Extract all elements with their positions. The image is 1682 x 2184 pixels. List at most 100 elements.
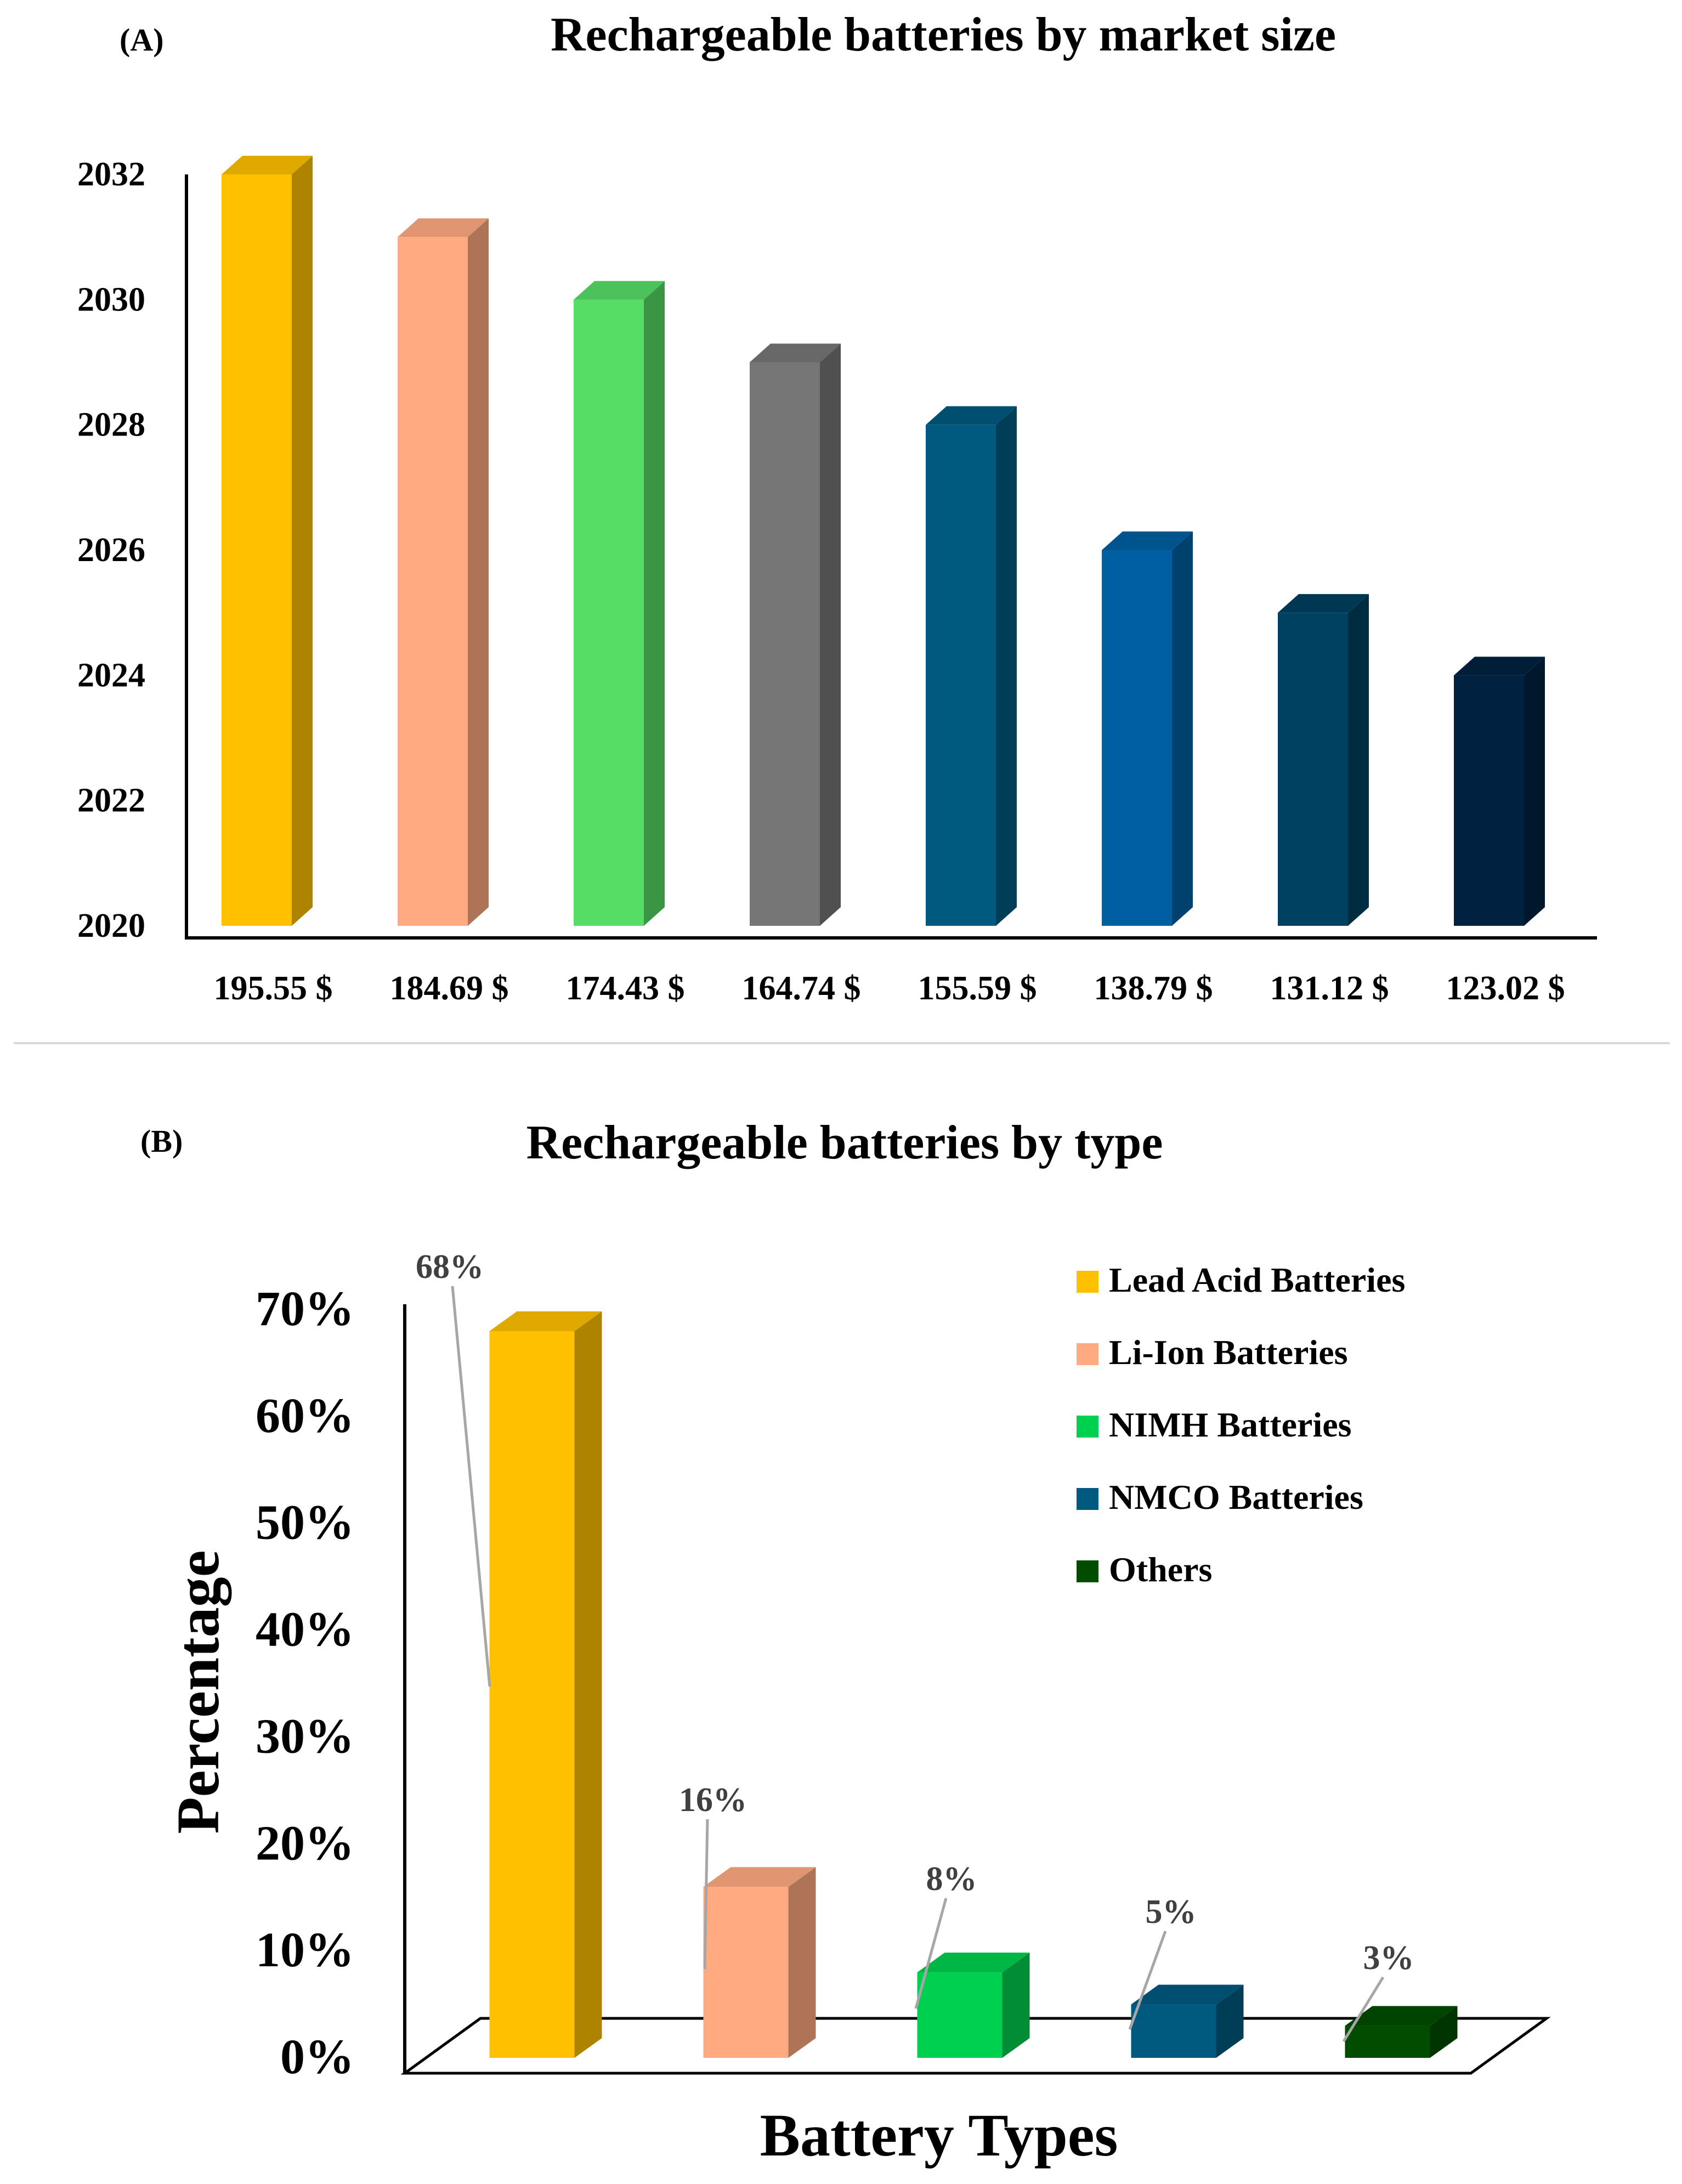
panel-a-bar-3-front — [750, 362, 820, 926]
panel-a-title: Rechargeable batteries by market size — [551, 8, 1336, 61]
panel-b-legend-item-0: Lead Acid Batteries — [1109, 1260, 1405, 1299]
panel-a-bar-0-side — [292, 156, 313, 926]
panel-b-legend: Lead Acid Batteries Li-Ion Batteries NIMH … — [1077, 1260, 1405, 1589]
panel-a: (A) Rechargeable batteries by market siz… — [77, 8, 1597, 1007]
panel-a-y-tick-6: 2032 — [77, 156, 145, 193]
panel-a-bar-4-front — [926, 425, 996, 926]
panel-a-bar-2 — [574, 281, 665, 926]
panel-a-bar-5-side — [1172, 531, 1193, 926]
panel-a-bar-0-front — [222, 174, 292, 926]
panel-b-legend-swatch-1 — [1077, 1343, 1098, 1365]
panel-b-leader-line-4 — [1342, 1976, 1385, 2042]
panel-b-y-tick-6: 60% — [256, 1389, 354, 1443]
panel-a-bar-2-front — [574, 299, 644, 926]
panel-a-y-tick-0: 2020 — [77, 907, 145, 944]
panel-a-bar-0 — [222, 156, 313, 926]
panel-b-bar-0 — [489, 1311, 602, 2058]
panel-b-leader-line-2 — [914, 1898, 948, 2009]
panel-a-x-tick-7: 123.02 $ — [1446, 970, 1565, 1007]
panel-a-bar-7-front — [1454, 675, 1524, 926]
panel-b-bar-3-front — [1131, 2004, 1216, 2058]
panel-a-x-tick-3: 164.74 $ — [742, 970, 861, 1007]
panel-a-x-tick-2: 174.43 $ — [566, 970, 685, 1007]
panel-a-bar-7-side — [1524, 657, 1545, 926]
panel-a-y-tick-3: 2026 — [77, 531, 145, 569]
panel-b-bar-1 — [703, 1867, 816, 2058]
panel-b-title: Rechargeable batteries by type — [526, 1116, 1163, 1169]
panel-b-legend-item-1: Li-Ion Batteries — [1109, 1333, 1348, 1372]
panel-a-x-tick-0: 195.55 $ — [214, 970, 333, 1007]
panel-b-y-tick-5: 50% — [256, 1496, 354, 1550]
panel-b-bar-0-top — [489, 1311, 602, 1331]
panel-a-bar-1-front — [398, 237, 468, 926]
panel-a-x-tick-1: 184.69 $ — [390, 970, 509, 1007]
panel-a-bar-3 — [750, 343, 841, 926]
panel-b: (B) Rechargeable batteries by type 0% 10%… — [140, 1116, 1551, 2169]
panel-a-y-tick-5: 2030 — [77, 281, 145, 318]
panel-a-bar-1 — [398, 218, 489, 926]
panel-b-x-axis-label: Battery Types — [760, 2102, 1118, 2169]
panel-a-bar-0-top — [222, 156, 313, 174]
panel-b-bar-0-front — [489, 1331, 575, 2058]
panel-a-bar-6-front — [1278, 613, 1348, 926]
panel-b-y-tick-3: 30% — [256, 1709, 354, 1763]
panel-b-legend-swatch-2 — [1077, 1416, 1098, 1438]
panel-b-bar-1-side — [788, 1867, 816, 2058]
panel-a-y-tick-4: 2028 — [77, 406, 145, 444]
panel-a-y-tick-1: 2022 — [77, 782, 145, 819]
panel-b-bar-0-side — [574, 1311, 602, 2058]
panel-b-bar-4-top — [1345, 2006, 1458, 2026]
panel-b-legend-swatch-0 — [1077, 1271, 1098, 1293]
panel-b-bar-2-top — [917, 1953, 1030, 1973]
panel-b-bar-3-side — [1216, 1984, 1244, 2058]
panel-b-bar-3 — [1131, 1984, 1244, 2058]
panel-a-bar-2-side — [644, 281, 665, 926]
panel-b-y-tick-1: 10% — [256, 1923, 354, 1977]
panel-b-y-tick-7: 70% — [256, 1282, 354, 1336]
panel-b-bar-3-top — [1131, 1984, 1244, 2005]
panel-a-bar-1-top — [398, 218, 489, 237]
panel-b-bar-2 — [917, 1953, 1030, 2058]
panel-a-y-tick-2: 2024 — [77, 657, 145, 694]
panel-b-data-label-1: 16% — [679, 1781, 747, 1819]
panel-b-bar-2-side — [1002, 1953, 1030, 2058]
panel-b-leader-line-3 — [1128, 1931, 1167, 2030]
panel-a-bar-4-side — [996, 406, 1017, 926]
panel-a-bar-4-top — [926, 406, 1017, 425]
panel-a-x-tick-5: 138.79 $ — [1094, 970, 1213, 1007]
panel-a-label: (A) — [120, 22, 164, 58]
panel-b-data-label-0: 68% — [416, 1248, 484, 1286]
panel-a-bar-4 — [926, 406, 1017, 926]
panel-b-legend-swatch-3 — [1077, 1488, 1098, 1510]
panel-b-bar-4-side — [1430, 2006, 1458, 2058]
panel-b-y-tick-4: 40% — [256, 1603, 354, 1657]
panel-a-x-tick-4: 155.59 $ — [918, 970, 1037, 1007]
panel-a-x-tick-6: 131.12 $ — [1270, 970, 1389, 1007]
panel-b-data-label-2: 8% — [926, 1860, 977, 1898]
panel-a-bar-6-top — [1278, 594, 1369, 613]
panel-b-leader-line-0 — [451, 1286, 491, 1687]
panel-a-bar-2-top — [574, 281, 665, 300]
panel-b-bar-4-front — [1345, 2025, 1430, 2058]
panel-b-legend-item-2: NIMH Batteries — [1109, 1405, 1352, 1444]
panel-b-data-label-4: 3% — [1363, 1939, 1414, 1977]
panel-a-bar-7-top — [1454, 657, 1545, 676]
panel-b-bar-4 — [1345, 2006, 1458, 2058]
panel-b-label: (B) — [140, 1123, 183, 1159]
panel-b-bar-2-front — [917, 1972, 1003, 2058]
panel-b-y-tick-0: 0% — [280, 2030, 354, 2084]
panel-b-y-axis-label: Percentage — [165, 1550, 231, 1834]
panel-b-legend-swatch-4 — [1077, 1560, 1098, 1582]
panel-b-bar-1-front — [703, 1887, 789, 2058]
panel-a-bar-3-side — [820, 343, 841, 926]
panel-b-leader-line-1 — [703, 1819, 709, 1970]
panel-a-bar-5 — [1102, 531, 1193, 926]
panel-a-bar-7 — [1454, 657, 1545, 926]
panel-a-bar-5-top — [1102, 531, 1193, 550]
panel-a-bar-6-side — [1348, 594, 1369, 926]
panel-a-bar-1-side — [468, 218, 489, 926]
panel-a-bar-6 — [1278, 594, 1369, 926]
panel-a-bar-3-top — [750, 343, 841, 363]
panel-b-y-tick-2: 20% — [256, 1816, 354, 1870]
